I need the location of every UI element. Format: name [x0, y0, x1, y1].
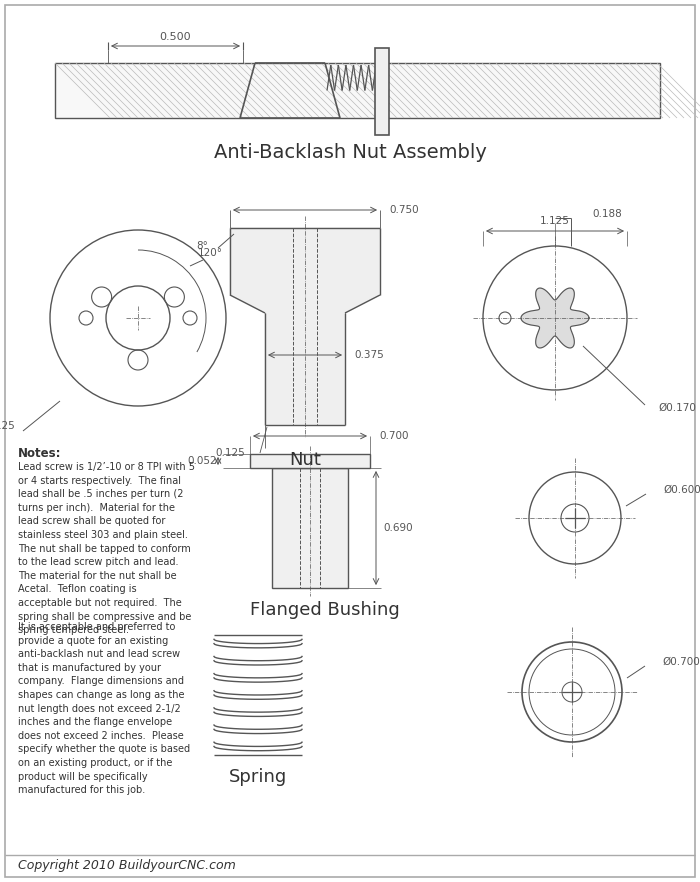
Bar	[250, 454, 370, 468]
Text: 1.125: 1.125	[540, 216, 570, 226]
Polygon shape	[240, 63, 340, 118]
Text: Flanged Bushing: Flanged Bushing	[250, 601, 400, 619]
Text: Spring: Spring	[229, 768, 287, 786]
Text: Ø0.170: Ø0.170	[658, 403, 696, 413]
Text: 0.750: 0.750	[389, 205, 419, 215]
Text: Lead screw is 1/2’-10 or 8 TPI with 5
or 4 starts respectively.  The final
lead : Lead screw is 1/2’-10 or 8 TPI with 5 or…	[18, 462, 195, 635]
Text: 0.690: 0.690	[383, 523, 413, 533]
Text: It is acceptable and preferred to
provide a quote for an existing
anti-backlash : It is acceptable and preferred to provid…	[18, 622, 190, 796]
Bar	[55, 63, 660, 118]
Polygon shape	[230, 228, 380, 425]
Text: 0.500: 0.500	[160, 32, 191, 42]
Text: 8°: 8°	[196, 241, 208, 251]
Text: 0.188: 0.188	[592, 209, 622, 219]
Text: Copyright 2010 BuildyourCNC.com: Copyright 2010 BuildyourCNC.com	[18, 859, 236, 872]
Text: Anti-Backlash Nut Assembly: Anti-Backlash Nut Assembly	[214, 143, 486, 161]
Text: 120°: 120°	[197, 248, 223, 258]
Text: 0.125: 0.125	[0, 421, 15, 431]
Polygon shape	[521, 288, 589, 348]
Bar	[272, 468, 348, 588]
Text: Notes:: Notes:	[18, 447, 62, 460]
Text: Ø0.600: Ø0.600	[663, 485, 700, 495]
Text: 0.052: 0.052	[187, 456, 217, 466]
Text: Ø0.700: Ø0.700	[662, 657, 700, 667]
Bar	[375, 48, 389, 135]
Text: 0.125: 0.125	[216, 448, 245, 458]
Text: 0.375: 0.375	[354, 350, 384, 360]
Text: 0.700: 0.700	[379, 431, 409, 441]
Text: Nut: Nut	[289, 451, 321, 469]
